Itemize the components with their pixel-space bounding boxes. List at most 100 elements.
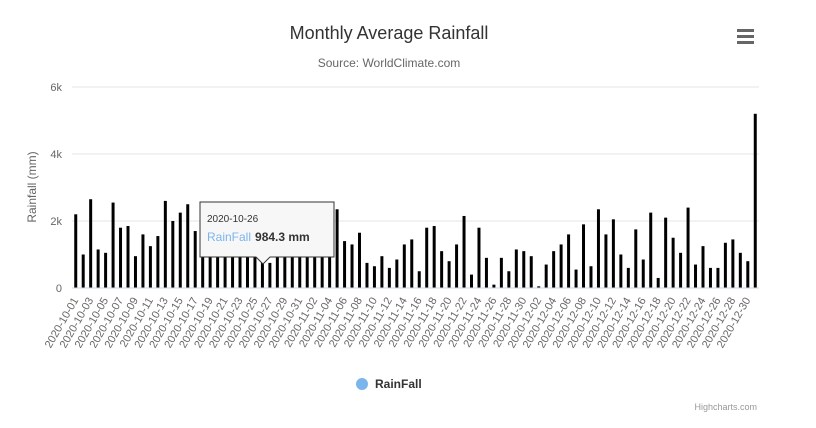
bar-2020-11-20[interactable] (447, 261, 451, 288)
legend-marker[interactable] (356, 378, 368, 390)
bar-2020-10-08[interactable] (126, 226, 130, 288)
bar-2020-12-31[interactable] (753, 113, 757, 288)
bar-2020-11-10[interactable] (372, 266, 376, 288)
bar-2020-11-14[interactable] (402, 244, 406, 288)
bar-2020-11-15[interactable] (410, 239, 414, 288)
bar-2020-11-27[interactable] (499, 257, 503, 288)
bar-2020-11-23[interactable] (470, 274, 473, 288)
bar-2020-12-15[interactable] (634, 229, 638, 289)
tooltip-line: RainFall 984.3 mm (207, 230, 310, 244)
grid-lines (72, 86, 759, 222)
bar-2020-12-13[interactable] (619, 254, 623, 289)
bar-2020-12-01[interactable] (529, 256, 533, 288)
bar-2020-12-03[interactable] (544, 264, 548, 288)
bar-2020-12-09[interactable] (589, 266, 593, 288)
bar-2020-11-18[interactable] (432, 226, 436, 288)
bar-2020-10-30[interactable] (290, 244, 294, 288)
y-tick-label: 6k (50, 82, 62, 94)
bar-2020-10-10[interactable] (141, 234, 145, 288)
bar-2020-10-12[interactable] (156, 236, 160, 288)
bar-2020-12-21[interactable] (679, 252, 683, 288)
bar-2020-12-25[interactable] (708, 267, 712, 288)
bar-2020-11-16[interactable] (417, 271, 421, 288)
bar-2020-12-07[interactable] (574, 269, 578, 288)
bar-2020-11-02[interactable] (313, 234, 317, 288)
bar-2020-10-01[interactable] (74, 214, 78, 288)
tooltip-value: 984.3 mm (255, 230, 310, 244)
tooltip-date: 2020-10-26 (207, 214, 259, 225)
bar-2020-11-22[interactable] (462, 215, 466, 288)
y-axis-label: Rainfall (mm) (25, 151, 39, 222)
hamburger-menu-icon[interactable] (737, 29, 754, 44)
bar-2020-11-17[interactable] (425, 227, 429, 288)
bar-2020-12-19[interactable] (664, 217, 668, 288)
menu-button[interactable] (733, 25, 757, 47)
bar-2020-12-29[interactable] (738, 252, 742, 288)
bar-2020-10-27[interactable] (268, 262, 272, 289)
bar-2020-12-28[interactable] (731, 239, 735, 288)
bar-2020-10-07[interactable] (119, 227, 123, 288)
bar-2020-12-14[interactable] (626, 267, 630, 288)
bar-2020-10-14[interactable] (171, 221, 175, 288)
bar-2020-11-21[interactable] (455, 244, 459, 288)
bar-2020-12-06[interactable] (567, 234, 571, 288)
bar-2020-12-30[interactable] (746, 261, 750, 288)
bar-2020-11-25[interactable] (484, 257, 488, 288)
bar-2020-12-11[interactable] (604, 234, 608, 288)
bar-2020-11-13[interactable] (395, 259, 399, 288)
legend-item-rainfall[interactable]: RainFall (356, 377, 422, 391)
bar-2020-11-26[interactable] (492, 284, 496, 288)
bar-2020-10-28[interactable] (275, 251, 279, 288)
bar-2020-12-22[interactable] (686, 207, 690, 288)
credits-link[interactable]: Highcharts.com (694, 402, 757, 412)
y-tick-label: 2k (50, 216, 62, 228)
y-tick-label: 0 (56, 283, 62, 295)
bar-2020-10-16[interactable] (186, 204, 190, 288)
bar-2020-10-05[interactable] (104, 252, 108, 288)
bar-2020-11-06[interactable] (343, 241, 347, 288)
bar-2020-11-29[interactable] (514, 249, 518, 288)
bar-2020-12-20[interactable] (671, 237, 675, 288)
bar-2020-12-02[interactable] (537, 286, 541, 288)
bar-2020-10-26[interactable] (260, 255, 264, 288)
bar-2020-12-08[interactable] (582, 224, 586, 288)
bar-2020-12-04[interactable] (552, 251, 556, 288)
bar-2020-11-28[interactable] (507, 271, 511, 288)
bar-2020-11-05[interactable] (335, 209, 339, 288)
bar-2020-10-04[interactable] (96, 249, 100, 288)
bar-2020-11-19[interactable] (440, 251, 444, 288)
bar-2020-11-07[interactable] (350, 244, 354, 288)
bar-2020-10-15[interactable] (178, 212, 182, 289)
bar-2020-10-11[interactable] (148, 246, 152, 289)
x-axis-ticks: 2020-10-012020-10-032020-10-052020-10-07… (43, 295, 754, 350)
bar-2020-12-17[interactable] (649, 212, 653, 289)
bar-2020-10-13[interactable] (163, 200, 167, 288)
bar-2020-11-12[interactable] (387, 267, 391, 288)
bar-2020-12-10[interactable] (596, 209, 600, 288)
bar-2020-11-30[interactable] (522, 251, 526, 288)
bar-2020-12-27[interactable] (723, 242, 727, 288)
chart-subtitle: Source: WorldClimate.com (318, 56, 461, 70)
bar-2020-12-23[interactable] (694, 264, 698, 288)
bar-2020-10-19[interactable] (208, 229, 212, 289)
bar-2020-10-03[interactable] (89, 199, 93, 288)
legend-label[interactable]: RainFall (375, 377, 422, 391)
bar-2020-11-11[interactable] (380, 256, 384, 288)
chart-title: Monthly Average Rainfall (290, 23, 489, 43)
bar-2020-12-12[interactable] (611, 219, 615, 288)
bar-2020-12-05[interactable] (559, 244, 563, 288)
bar-2020-10-25[interactable] (253, 232, 257, 288)
bar-2020-12-24[interactable] (701, 246, 705, 289)
bar-2020-10-23[interactable] (238, 227, 242, 288)
bar-2020-12-16[interactable] (641, 259, 645, 288)
bar-2020-12-26[interactable] (716, 267, 720, 288)
bar-2020-10-02[interactable] (81, 254, 85, 289)
bar-2020-11-08[interactable] (358, 232, 361, 288)
bar-2020-10-17[interactable] (193, 231, 197, 288)
bar-2020-11-09[interactable] (365, 262, 369, 289)
bar-2020-10-09[interactable] (133, 256, 137, 288)
bar-2020-11-24[interactable] (477, 227, 481, 288)
bar-2020-12-18[interactable] (656, 277, 660, 288)
bar-2020-10-06[interactable] (111, 202, 115, 288)
